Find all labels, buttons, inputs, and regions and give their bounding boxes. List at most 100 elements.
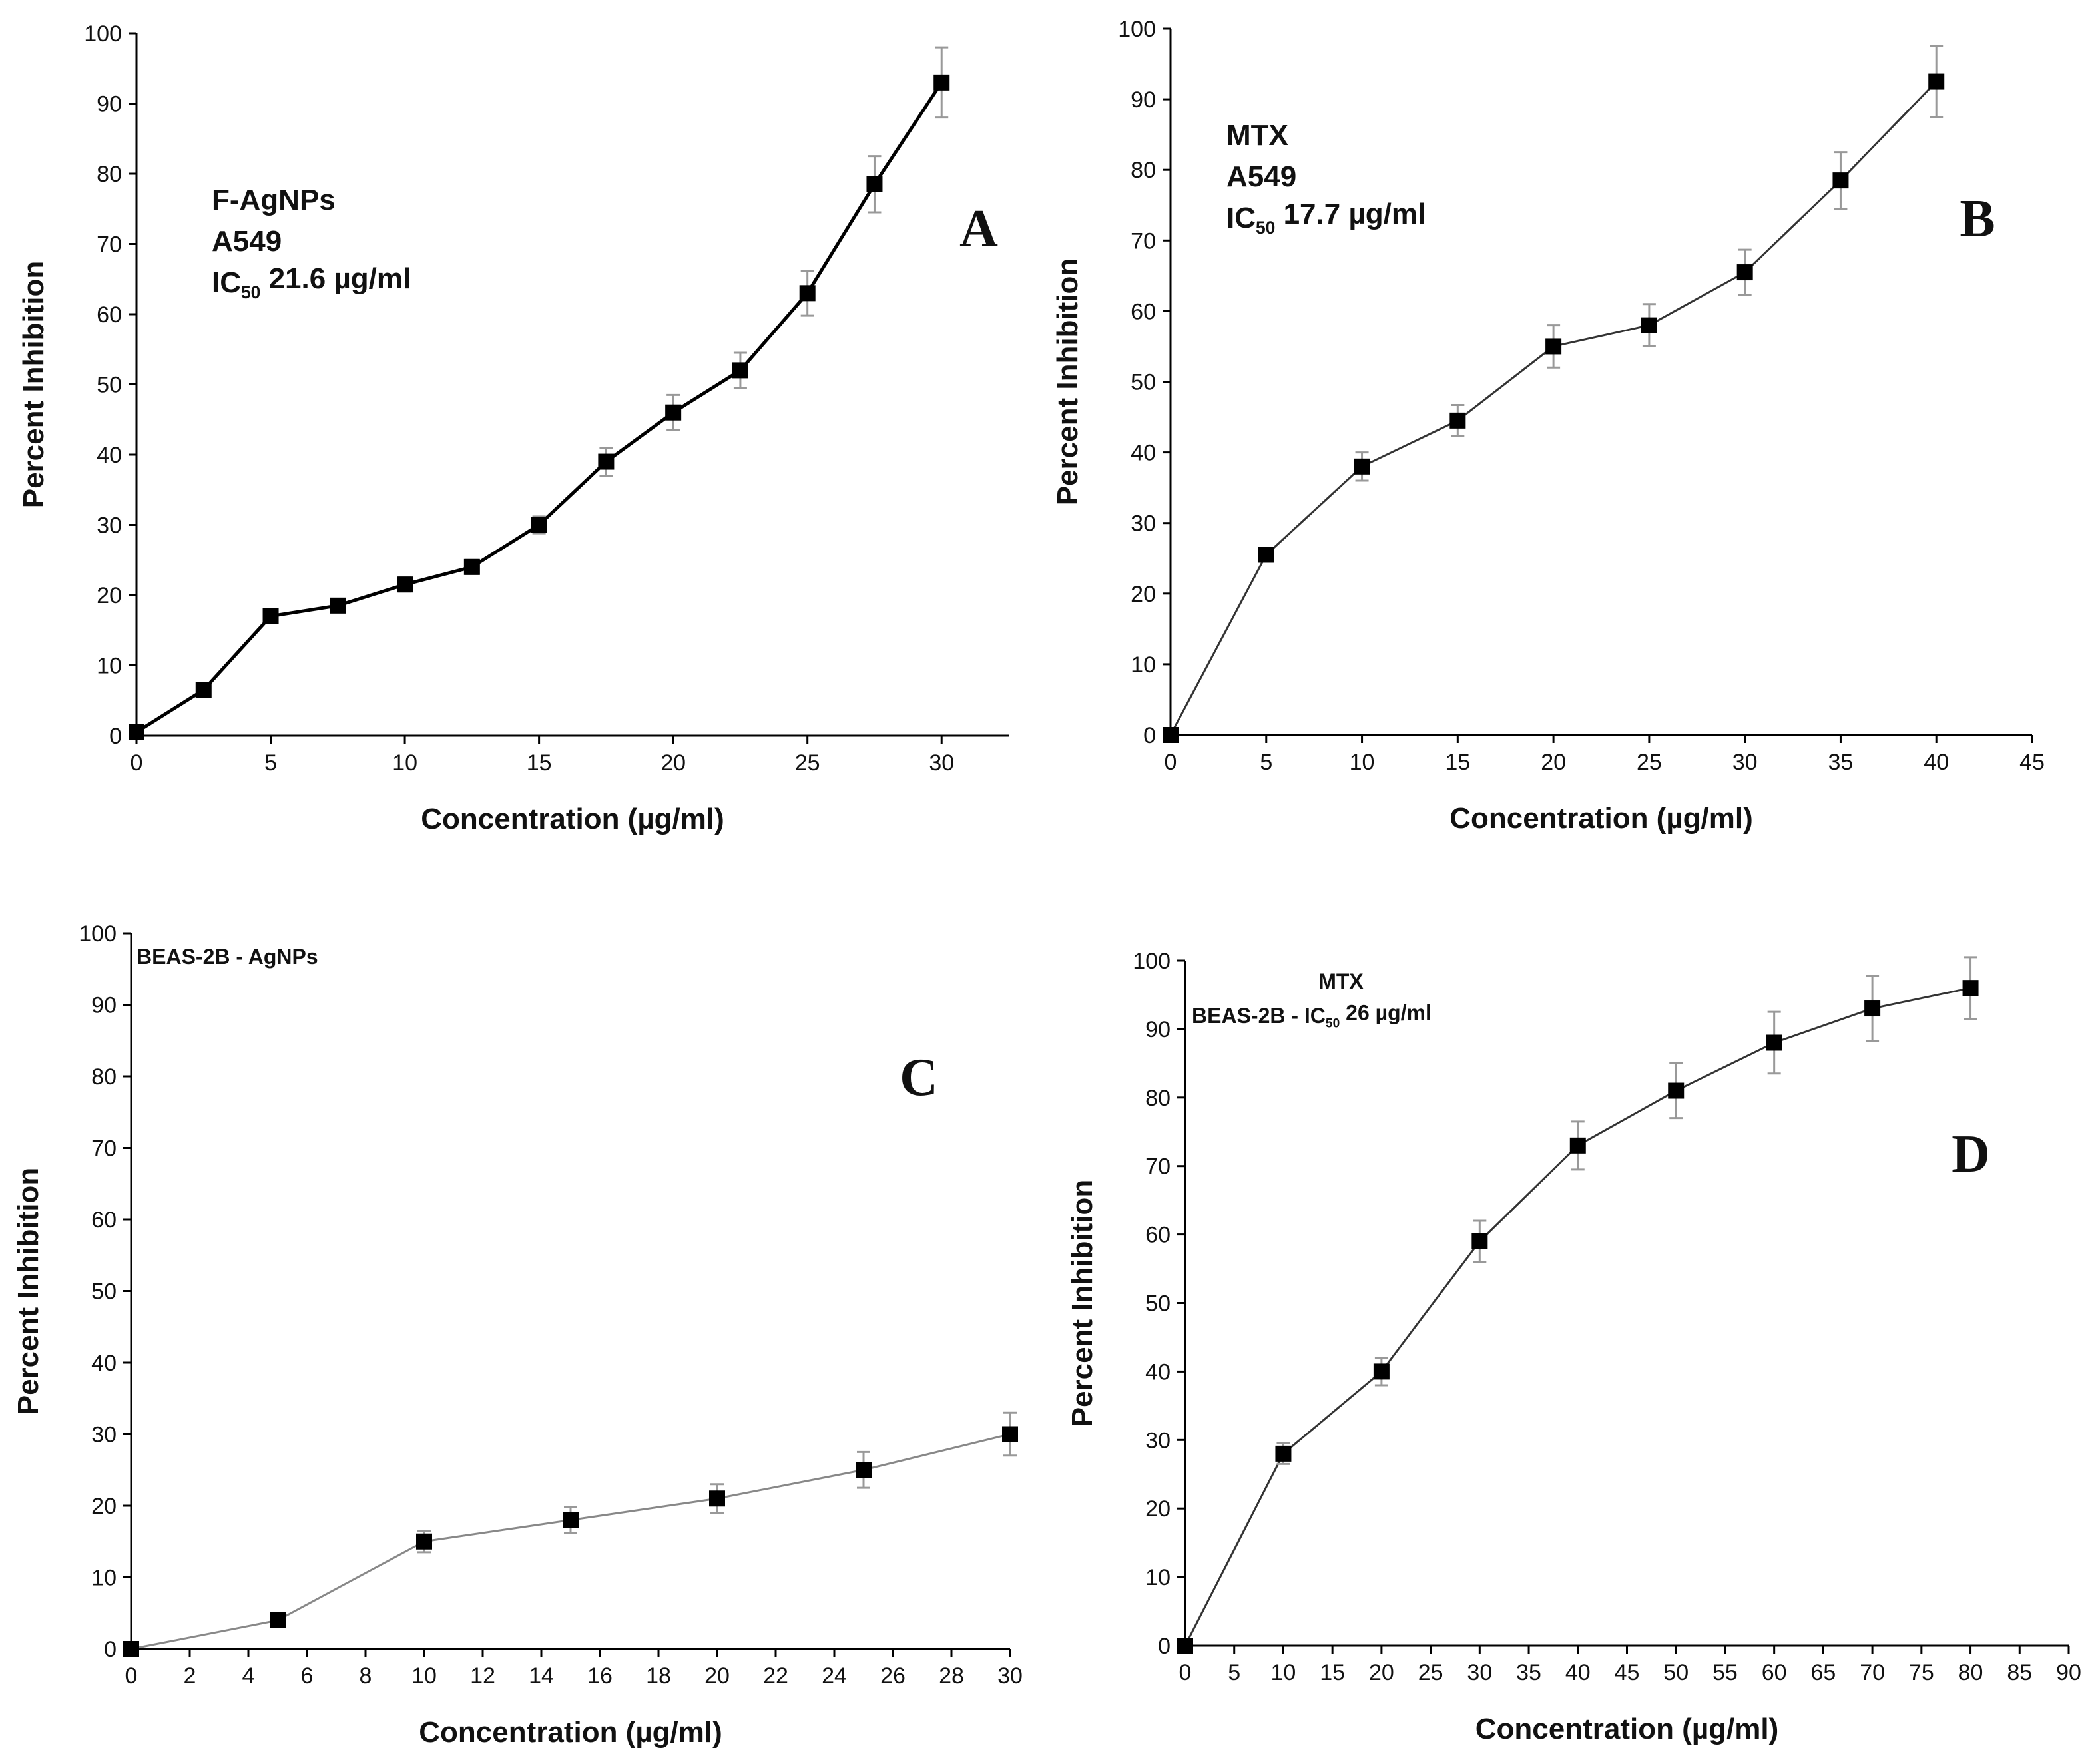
data-point — [123, 1641, 139, 1657]
x-tick-label: 4 — [242, 1663, 255, 1689]
x-tick-label: 60 — [1762, 1660, 1787, 1685]
y-tick-label: 40 — [91, 1351, 117, 1376]
y-tick-label: 40 — [1145, 1359, 1171, 1385]
panel-d: 0 5 10 15 20 25 30 35 40 45 50 55 60 65 70 75 80 85 90 0 10 2… — [1066, 949, 2081, 1745]
y-tick-label: 90 — [1145, 1017, 1171, 1042]
x-tick-label: 35 — [1516, 1660, 1541, 1685]
x-axis-title: Concentration (µg/ml) — [1449, 802, 1753, 835]
x-tick-label: 30 — [929, 750, 954, 775]
data-point — [1766, 1034, 1782, 1051]
x-tick-label: 5 — [1228, 1660, 1240, 1685]
x-tick-label: 30 — [1732, 750, 1758, 775]
x-tick-label: 5 — [264, 750, 277, 775]
data-point — [531, 517, 547, 533]
y-tick-label: 50 — [1131, 370, 1156, 395]
x-tick-label: 85 — [2007, 1660, 2032, 1685]
data-point — [195, 682, 212, 698]
x-tick-label: 6 — [301, 1663, 314, 1689]
x-tick-label: 30 — [1467, 1660, 1492, 1685]
data-point — [709, 1490, 725, 1507]
x-tick-label: 75 — [1909, 1660, 1934, 1685]
x-tick-label: 40 — [1924, 750, 1949, 775]
series-line — [131, 1433, 1011, 1650]
data-point — [866, 176, 883, 192]
panel-b: 0 5 10 15 20 25 30 35 40 45 0 10 20 30 40 50 60 70 80 90 100… — [1051, 17, 2045, 835]
x-tick-label: 0 — [125, 1663, 138, 1689]
x-tick-label: 90 — [2056, 1660, 2081, 1685]
y-tick-label: 70 — [91, 1136, 117, 1162]
data-point — [1163, 727, 1179, 743]
y-tick-label: 50 — [91, 1279, 117, 1305]
data-point — [1354, 458, 1370, 475]
y-tick-label: 20 — [1145, 1496, 1171, 1522]
data-point — [1449, 412, 1466, 429]
data-point — [732, 362, 748, 379]
y-tick-label: 80 — [1145, 1086, 1171, 1111]
annotation-line: BEAS-2B - AgNPs — [136, 945, 318, 969]
annotation-line: MTX — [1318, 969, 1364, 993]
y-tick-label: 20 — [91, 1494, 117, 1519]
y-axis-title: Percent Inhibition — [17, 261, 50, 509]
y-tick-label: 70 — [1145, 1154, 1171, 1180]
x-tick-label: 70 — [1860, 1660, 1885, 1685]
y-tick-label: 70 — [1131, 228, 1156, 254]
y-tick-label: 90 — [97, 92, 122, 117]
x-tick-label: 15 — [1320, 1660, 1345, 1685]
y-tick-label: 0 — [104, 1637, 117, 1662]
x-tick-label: 0 — [131, 750, 143, 775]
x-tick-label: 20 — [1541, 750, 1566, 775]
y-tick-label: 0 — [109, 724, 122, 749]
y-tick-label: 40 — [1131, 441, 1156, 466]
y-tick-label: 80 — [91, 1064, 117, 1090]
x-tick-label: 16 — [587, 1663, 613, 1689]
x-tick-label: 25 — [1418, 1660, 1443, 1685]
x-tick-label: 30 — [997, 1663, 1023, 1689]
y-tick-label: 50 — [1145, 1291, 1171, 1317]
y-tick-label: 30 — [97, 513, 122, 539]
x-tick-label: 10 — [1350, 750, 1375, 775]
x-tick-label: 18 — [646, 1663, 671, 1689]
y-axis-title: Percent Inhibition — [12, 1168, 45, 1415]
annotation-line: A549 — [212, 225, 282, 258]
y-tick-label: 100 — [84, 21, 122, 47]
x-tick-label: 2 — [184, 1663, 196, 1689]
x-tick-label: 40 — [1565, 1660, 1591, 1685]
data-point — [416, 1533, 432, 1550]
data-point — [1736, 264, 1753, 281]
data-point — [1928, 73, 1945, 90]
y-tick-label: 100 — [79, 921, 117, 947]
x-tick-label: 20 — [660, 750, 686, 775]
data-point — [463, 558, 480, 575]
y-tick-label: 30 — [1145, 1428, 1171, 1453]
panel-a: 0 5 10 15 20 25 30 0 10 20 30 40 50 60 70 80 90 100 Concen… — [17, 21, 1009, 835]
y-tick-label: 60 — [91, 1208, 117, 1233]
x-tick-label: 24 — [822, 1663, 847, 1689]
x-tick-label: 35 — [1828, 750, 1854, 775]
data-point — [665, 404, 682, 421]
y-tick-label: 60 — [1145, 1223, 1171, 1248]
y-tick-label: 0 — [1158, 1634, 1171, 1659]
annotation-line: IC50 17.7 µg/ml — [1226, 198, 1426, 238]
data-point — [397, 576, 413, 593]
x-tick-label: 20 — [704, 1663, 730, 1689]
x-axis-title: Concentration (µg/ml) — [421, 803, 724, 835]
x-tick-label: 14 — [529, 1663, 554, 1689]
data-point — [1569, 1137, 1586, 1154]
panel-c: 0 2 4 6 8 10 12 14 16 18 20 22 24 26 28 300102030405060… — [12, 921, 1023, 1749]
x-tick-label: 10 — [1271, 1660, 1296, 1685]
x-tick-label: 0 — [1165, 750, 1177, 775]
data-point — [129, 724, 144, 740]
x-axis-title: Concentration (µg/ml) — [419, 1716, 722, 1749]
y-tick-label: 100 — [1133, 949, 1171, 974]
data-point — [1545, 338, 1562, 355]
y-tick-label: 50 — [97, 373, 122, 398]
y-tick-label: 10 — [91, 1566, 117, 1591]
y-tick-label: 10 — [1145, 1565, 1171, 1590]
y-tick-label: 100 — [1118, 17, 1156, 42]
x-tick-label: 12 — [470, 1663, 495, 1689]
data-point — [799, 285, 816, 302]
data-point — [1668, 1082, 1685, 1099]
data-point — [1258, 547, 1274, 563]
x-tick-label: 5 — [1260, 750, 1272, 775]
data-point — [262, 608, 279, 624]
